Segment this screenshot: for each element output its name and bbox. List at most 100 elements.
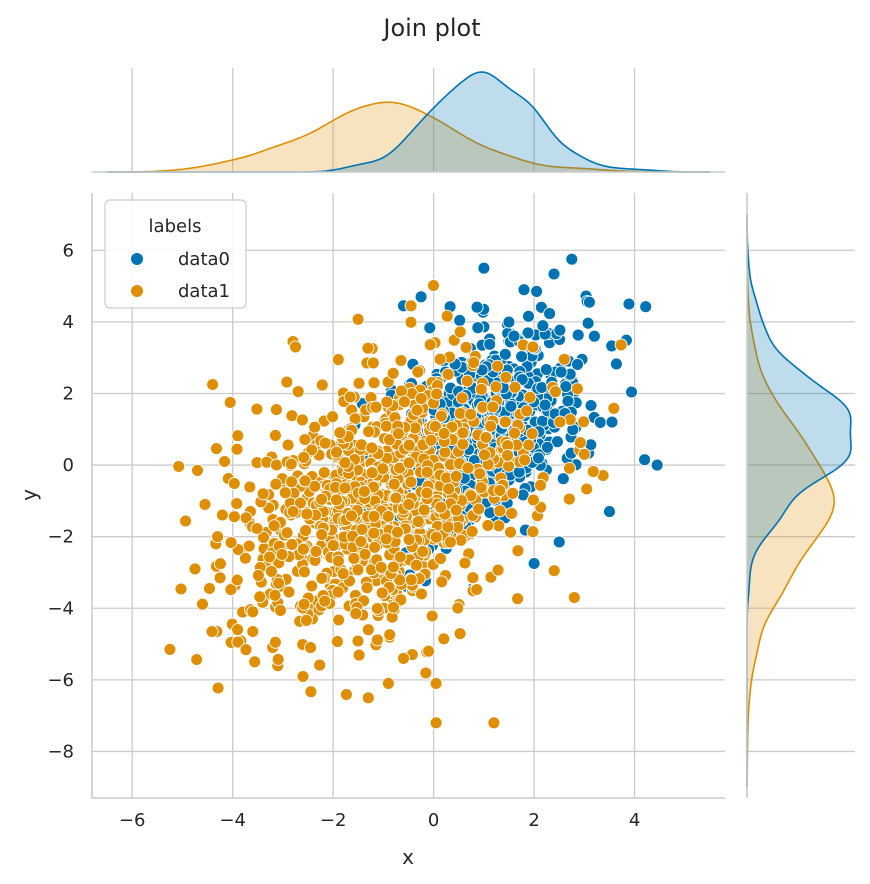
scatter-point-data1 (191, 463, 204, 477)
scatter-point-data1 (205, 625, 219, 638)
scatter-point-data1 (425, 609, 439, 623)
scatter-point-data1 (383, 628, 397, 642)
scatter-point-data1 (557, 352, 571, 366)
scatter-point-data1 (367, 509, 381, 523)
scatter-point-data1 (370, 602, 384, 615)
scatter-point-data1 (242, 539, 256, 553)
scatter-point-data0 (543, 307, 557, 321)
scatter-point-data1 (391, 525, 404, 539)
scatter-point-data1 (549, 385, 562, 399)
scatter-point-data1 (295, 413, 309, 427)
scatter-point-data1 (387, 477, 401, 491)
scatter-point-data1 (281, 438, 295, 452)
scatter-point-data1 (441, 367, 455, 381)
scatter-point-data1 (573, 436, 587, 450)
scatter-point-data1 (269, 477, 283, 491)
scatter-point-data1 (317, 466, 331, 479)
scatter-point-data1 (466, 571, 480, 585)
scatter-point-data1 (474, 481, 488, 495)
scatter-point-data1 (491, 563, 505, 577)
scatter-point-data1 (586, 465, 600, 479)
y-axis-label: y (17, 489, 41, 501)
scatter-point-data1 (360, 581, 374, 595)
scatter-point-data1 (285, 475, 299, 489)
scatter-point-data1 (227, 510, 241, 524)
scatter-point-data0 (470, 300, 484, 314)
scatter-point-data1 (196, 597, 209, 611)
scatter-point-data0 (561, 394, 575, 408)
scatter-point-data1 (270, 458, 283, 472)
legend-label-data0: data0 (178, 249, 230, 270)
scatter-point-data1 (250, 402, 264, 416)
scatter-point-data1 (300, 507, 314, 521)
right-marginal-panel (746, 193, 855, 798)
legend-label-data1: data1 (178, 281, 230, 302)
scatter-point-data0 (625, 385, 638, 399)
y-tick-label: −6 (47, 670, 74, 691)
scatter-point-data0 (483, 337, 497, 351)
right-kde-fill-data1 (747, 214, 835, 788)
scatter-point-data0 (593, 415, 607, 429)
scatter-point-data0 (423, 321, 437, 335)
scatter-point-data1 (435, 575, 449, 589)
scatter-point-data1 (354, 535, 368, 548)
scatter-point-data1 (562, 492, 576, 506)
scatter-point-data1 (410, 403, 424, 417)
scatter-point-data1 (456, 426, 470, 440)
scatter-point-data0 (571, 328, 585, 342)
scatter-point-data1 (267, 519, 281, 533)
scatter-point-data1 (491, 359, 505, 373)
y-tick-label: 4 (63, 312, 74, 333)
scatter-point-data1 (440, 309, 454, 323)
scatter-point-data1 (206, 378, 220, 391)
scatter-point-data1 (299, 613, 313, 627)
scatter-point-data1 (404, 299, 418, 313)
scatter-point-data1 (345, 509, 358, 523)
scatter-point-data0 (539, 363, 553, 377)
scatter-point-data1 (257, 530, 270, 544)
scatter-point-data1 (331, 585, 345, 599)
scatter-point-data1 (349, 607, 363, 621)
scatter-point-data1 (248, 655, 262, 669)
scatter-point-data1 (230, 442, 244, 456)
scatter-point-data1 (253, 590, 267, 604)
scatter-point-data1 (352, 376, 366, 390)
scatter-point-data1 (331, 353, 345, 367)
scatter-point-data1 (174, 582, 188, 596)
scatter-point-data0 (550, 435, 564, 449)
scatter-point-data1 (198, 497, 212, 511)
scatter-point-data1 (188, 562, 202, 576)
scatter-point-data1 (454, 533, 468, 547)
scatter-point-data1 (370, 633, 384, 647)
scatter-point-data1 (453, 627, 467, 641)
scatter-point-data1 (211, 681, 225, 695)
scatter-point-data1 (493, 484, 507, 497)
scatter-point-data1 (443, 535, 457, 549)
scatter-point-data1 (361, 341, 375, 355)
scatter-point-data1 (318, 594, 332, 608)
scatter-point-data1 (271, 652, 285, 666)
scatter-point-data1 (251, 568, 265, 582)
scatter-point-data1 (224, 536, 238, 549)
scatter-point-data0 (471, 321, 485, 335)
scatter-point-data1 (231, 635, 245, 649)
scatter-point-data0 (571, 357, 584, 371)
scatter-point-data1 (375, 586, 389, 600)
top-kde-fill-data0 (107, 72, 710, 172)
scatter-point-data1 (420, 465, 434, 479)
scatter-point-data1 (442, 482, 456, 496)
scatter-point-data1 (296, 670, 310, 683)
scatter-point-data1 (498, 415, 512, 429)
scatter-point-data1 (402, 456, 416, 470)
scatter-point-data1 (318, 436, 332, 450)
scatter-point-data1 (449, 503, 463, 517)
scatter-point-data1 (326, 538, 340, 552)
scatter-point-data1 (520, 404, 534, 418)
scatter-point-data1 (304, 641, 317, 655)
scatter-point-data1 (506, 486, 520, 500)
scatter-point-data1 (402, 497, 416, 511)
scatter-point-data1 (409, 558, 423, 572)
scatter-point-data1 (487, 716, 501, 730)
scatter-point-data1 (563, 461, 576, 475)
scatter-point-data1 (269, 403, 283, 417)
